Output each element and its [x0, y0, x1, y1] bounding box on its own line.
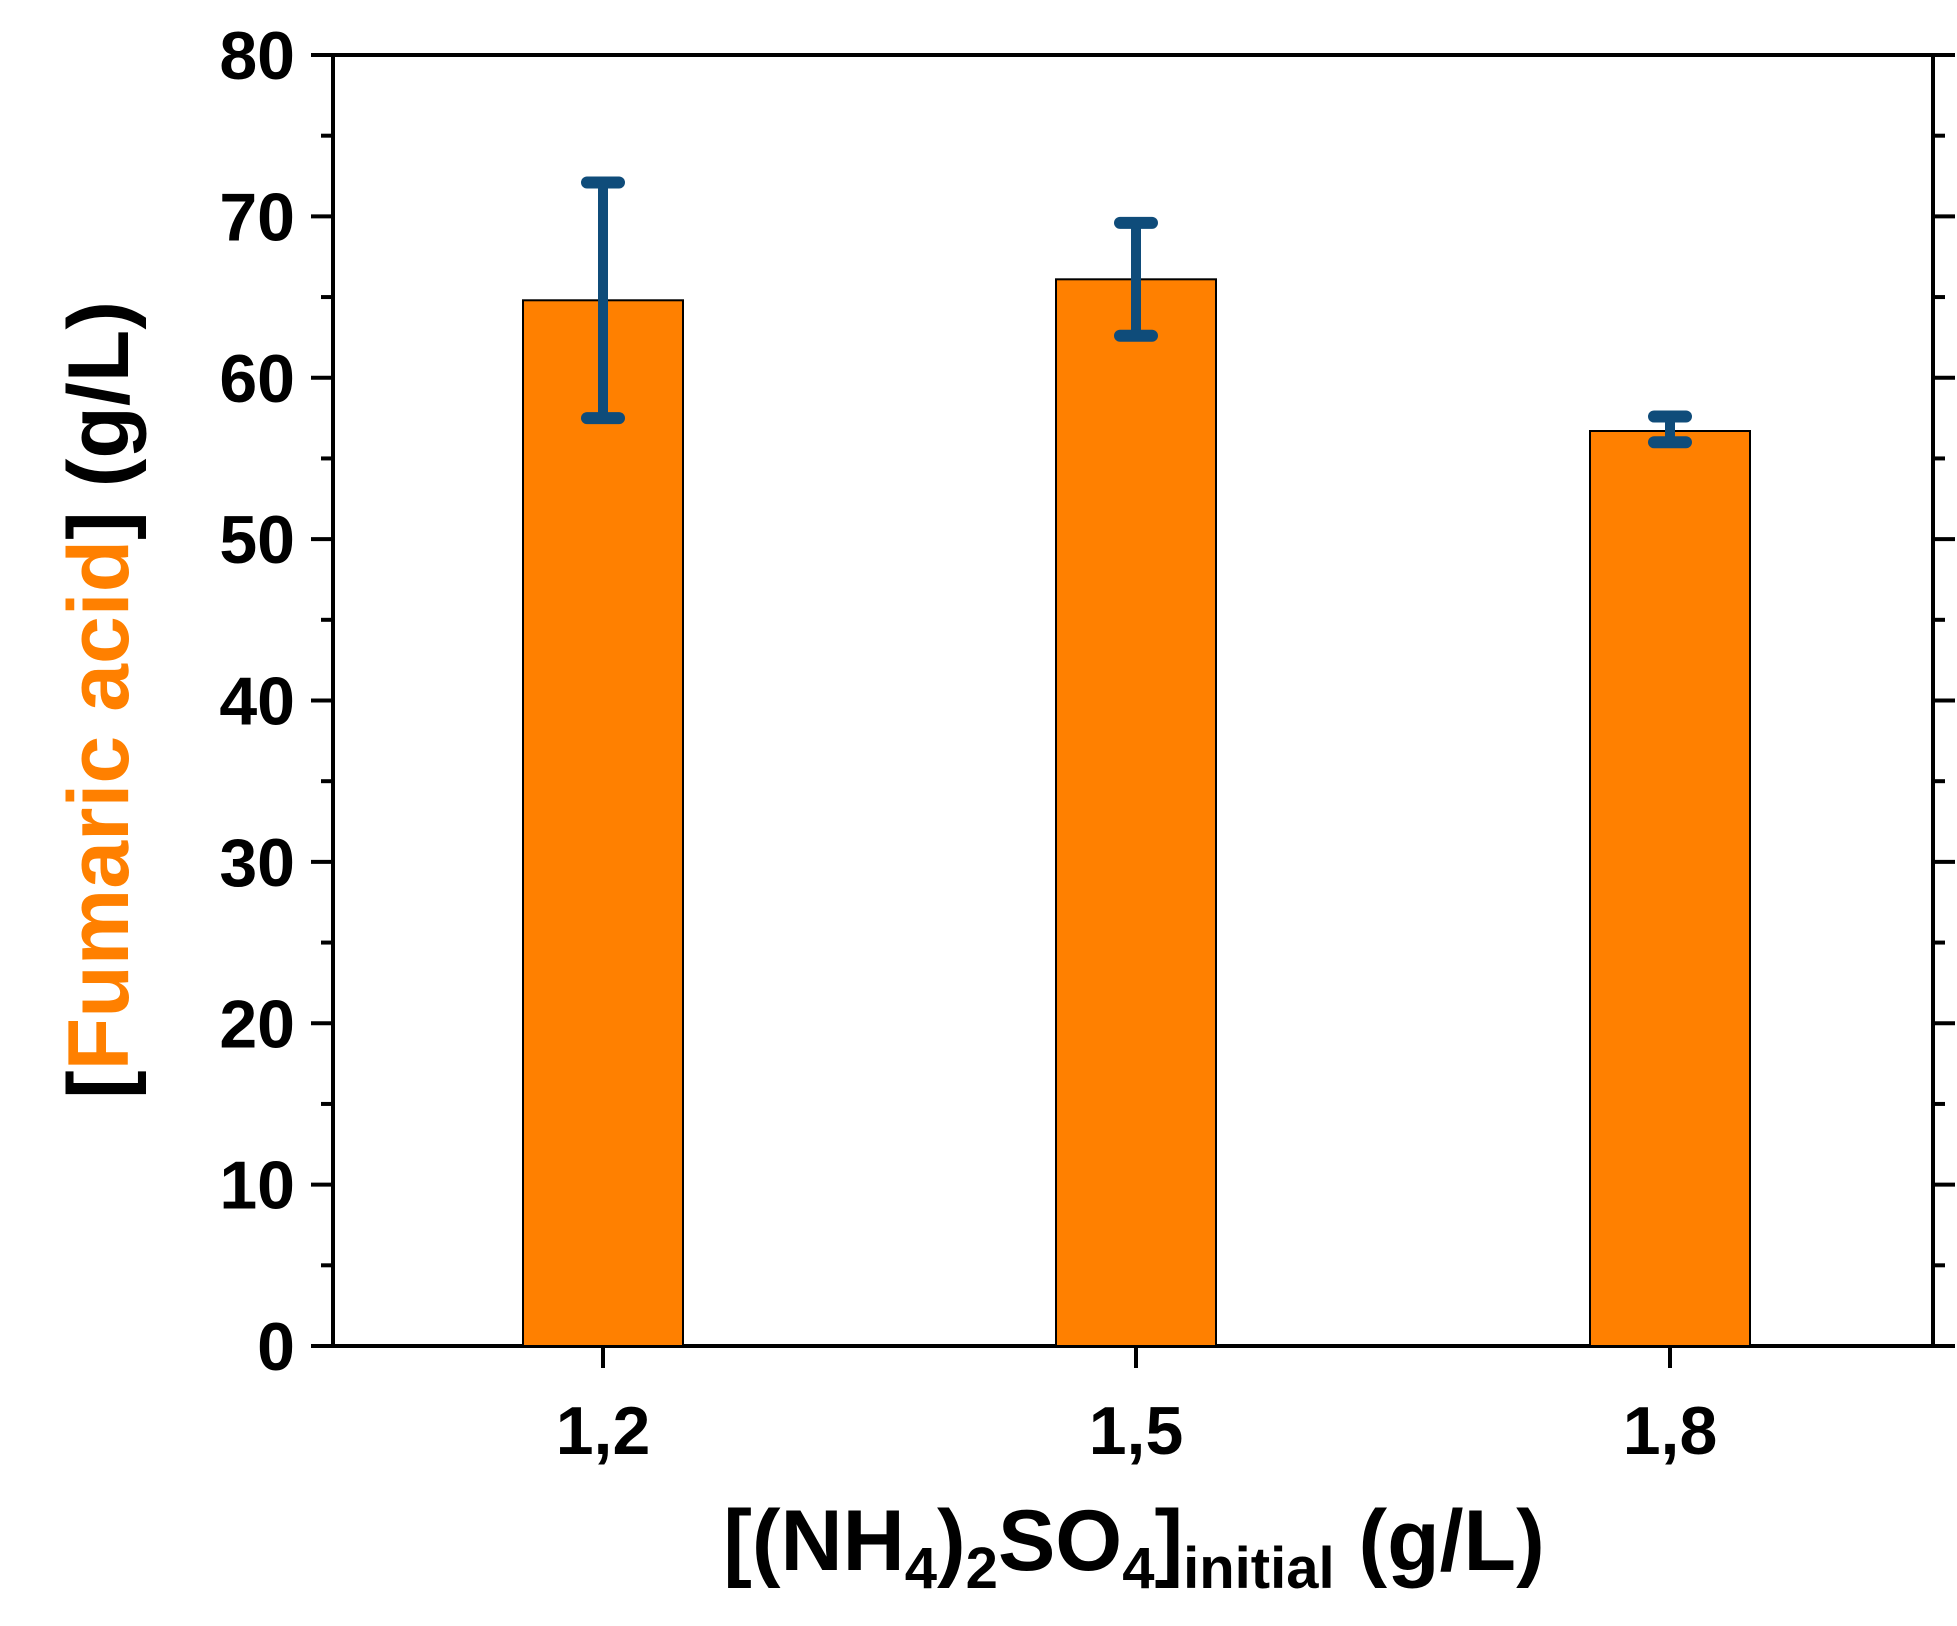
- error-bar: [1648, 410, 1692, 449]
- y-tick-label: 50: [219, 502, 295, 578]
- y-tick-label: 60: [219, 341, 295, 417]
- y-axis-ticks: [311, 53, 1955, 1348]
- error-bars: [581, 176, 1692, 449]
- y-title-analyte: Fumaric acid: [51, 540, 147, 1071]
- x-title-sub-4a: 4: [905, 1536, 937, 1601]
- y-tick-label: 80: [219, 18, 295, 94]
- x-tick-label: 1,5: [1089, 1393, 1184, 1469]
- x-title-mid2: SO: [998, 1493, 1122, 1589]
- bar: [1589, 430, 1751, 1348]
- x-title-sub-initial: initial: [1183, 1536, 1334, 1601]
- x-axis-ticks: [601, 1346, 1672, 1368]
- y-axis-tick-labels: 0 10 20 30 40 50 60 70 80: [219, 18, 295, 1385]
- y-axis-title: [Fumaric acid] (g/L): [51, 301, 147, 1099]
- bar: [1055, 278, 1217, 1347]
- x-title-sub-4b: 4: [1122, 1536, 1154, 1601]
- x-tick-label: 1,2: [556, 1393, 651, 1469]
- x-axis-title: [(NH4)2SO4]initial (g/L): [723, 1493, 1544, 1601]
- x-title-sub-2: 2: [966, 1536, 998, 1601]
- x-title-close: ]: [1154, 1493, 1183, 1589]
- x-axis-tick-labels: 1,2 1,5 1,8: [556, 1393, 1718, 1469]
- x-tick-label: 1,8: [1623, 1393, 1718, 1469]
- bars: [522, 278, 1751, 1348]
- x-title-mid1: ): [937, 1493, 966, 1589]
- bar: [522, 299, 684, 1347]
- y-title-unit: ] (g/L): [51, 301, 147, 540]
- y-tick-label: 10: [219, 1148, 295, 1224]
- y-tick-label: 0: [257, 1309, 295, 1385]
- y-tick-label: 70: [219, 179, 295, 255]
- y-tick-label: 20: [219, 986, 295, 1062]
- y-title-open-bracket: [: [51, 1070, 147, 1099]
- x-title-unit: (g/L): [1335, 1493, 1545, 1589]
- x-title-open: [(NH: [723, 1493, 905, 1589]
- error-bar: [1114, 216, 1158, 342]
- error-bar: [581, 176, 625, 425]
- y-tick-label: 30: [219, 825, 295, 901]
- y-tick-label: 40: [219, 664, 295, 740]
